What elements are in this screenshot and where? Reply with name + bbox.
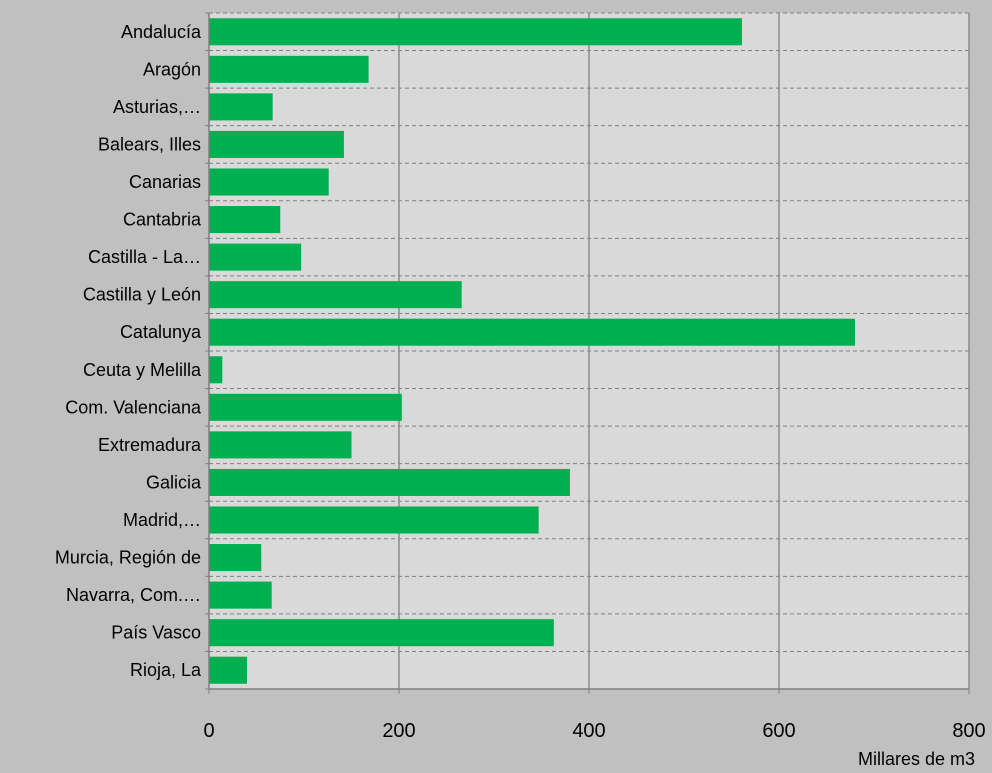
bar	[209, 544, 262, 572]
tick-labels: 0 200 400 600 800	[203, 720, 985, 742]
x-tick-label: 0	[203, 720, 214, 742]
bar	[209, 93, 273, 121]
category-label: Com. Valenciana	[65, 397, 202, 417]
bar	[209, 281, 462, 309]
x-tick-label: 800	[952, 720, 985, 742]
category-label: Murcia, Región de	[55, 548, 201, 568]
bar	[209, 468, 570, 496]
bar	[209, 55, 369, 83]
bar	[209, 243, 302, 271]
category-labels: Andalucía Aragón Asturias,… Balears, Illes C…	[55, 22, 202, 680]
x-axis-unit-label: Millares de m3	[858, 749, 975, 769]
axes	[205, 12, 970, 694]
category-label: Cantabria	[123, 210, 202, 230]
bar	[209, 130, 344, 158]
category-label: Catalunya	[120, 322, 202, 342]
category-label: Galicia	[146, 472, 202, 492]
category-label: Aragón	[143, 59, 201, 79]
category-label: País Vasco	[111, 623, 201, 643]
category-label: Balears, Illes	[98, 134, 201, 154]
bar	[209, 318, 855, 346]
category-label: Canarias	[129, 172, 201, 192]
bar	[209, 168, 329, 196]
bar	[209, 619, 554, 647]
bar	[209, 506, 539, 534]
bar	[209, 393, 402, 421]
x-tick-label: 200	[382, 720, 415, 742]
bar	[209, 206, 281, 234]
x-tick-label: 400	[572, 720, 605, 742]
bar	[209, 431, 352, 459]
bar	[209, 18, 742, 46]
bar	[209, 356, 223, 384]
category-label: Rioja, La	[130, 660, 202, 680]
category-label: Madrid,…	[123, 510, 201, 530]
category-label: Ceuta y Melilla	[83, 360, 202, 380]
bar	[209, 581, 272, 609]
bar	[209, 656, 247, 684]
category-label: Navarra, Com.…	[66, 585, 201, 605]
x-tick-label: 600	[762, 720, 795, 742]
category-label: Andalucía	[121, 22, 202, 42]
category-label: Castilla - La…	[88, 247, 201, 267]
category-label: Asturias,…	[113, 97, 201, 117]
bars	[209, 18, 855, 684]
category-label: Castilla y León	[83, 285, 201, 305]
category-label: Extremadura	[98, 435, 202, 455]
